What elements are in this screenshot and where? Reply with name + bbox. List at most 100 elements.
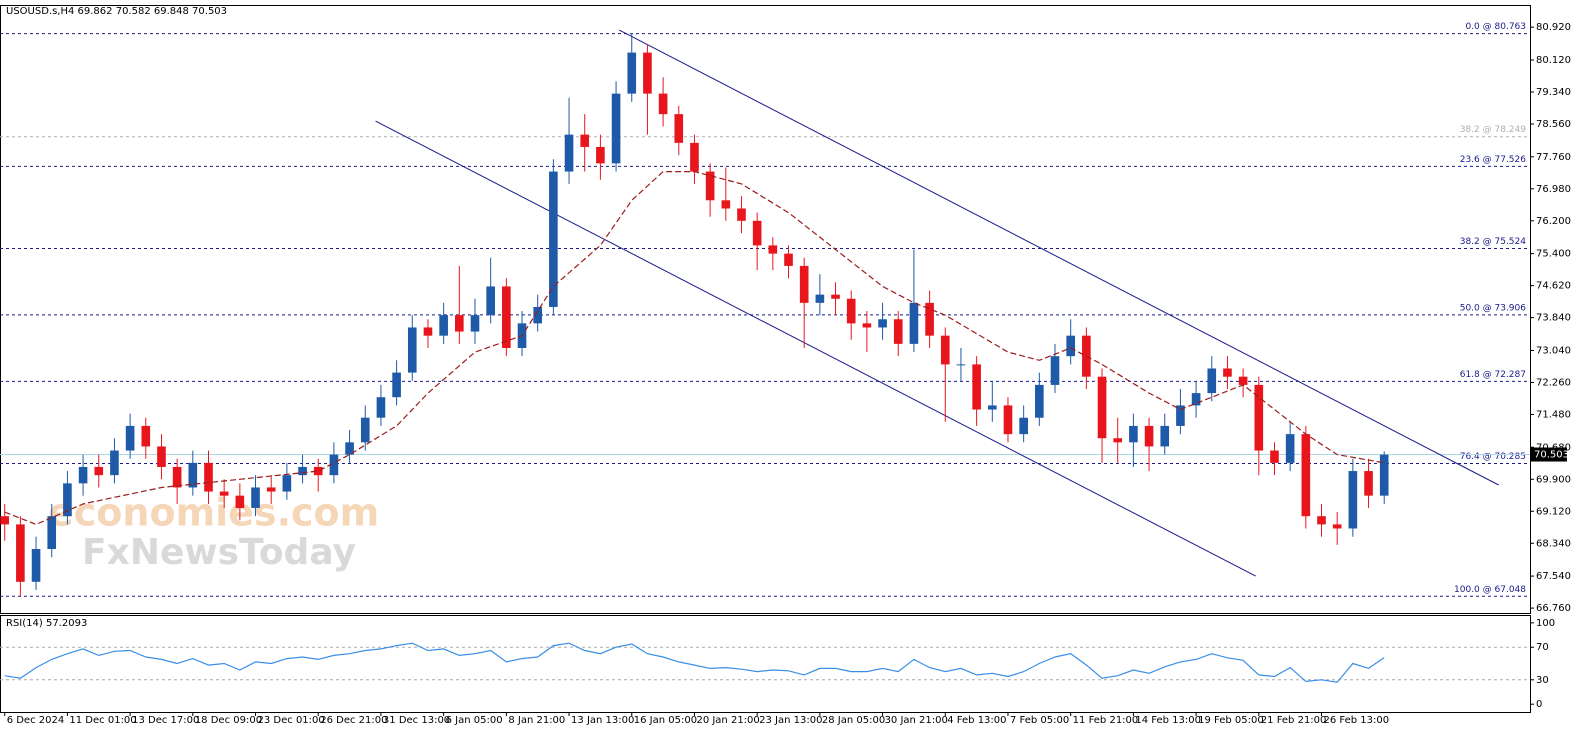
candle-body <box>266 487 276 492</box>
candle-body <box>376 397 386 418</box>
candle-body <box>1348 471 1358 529</box>
candle-body <box>690 142 699 172</box>
chart-title: USOUSD.s,H4 69.862 70.582 69.848 70.503 <box>6 6 227 17</box>
candle-body <box>502 286 511 348</box>
rsi-title: RSI(14) 57.2093 <box>6 618 87 629</box>
fib-label: 61.8 @ 72.287 <box>1460 370 1526 380</box>
x-tick-label: 26 Dec 21:00 <box>320 715 387 726</box>
watermark: FxNewsToday <box>82 532 356 573</box>
x-tick-label: 31 Dec 13:00 <box>383 715 450 726</box>
x-tick-label: 13 Dec 17:00 <box>132 715 199 726</box>
rsi-line <box>4 642 1385 683</box>
y-tick-label: 70 <box>1536 642 1549 653</box>
y-tick-label: 30 <box>1536 675 1549 686</box>
trendline <box>618 29 1499 486</box>
y-tick-label: 79.340 <box>1536 87 1571 98</box>
y-tick-label: 100 <box>1536 618 1555 629</box>
candle-body <box>784 253 793 266</box>
candle-body <box>157 446 166 467</box>
candle-body <box>909 302 919 344</box>
candle-body <box>1144 425 1154 447</box>
candle-body <box>1317 516 1326 525</box>
candle-body <box>31 549 41 582</box>
y-tick-label: 74.620 <box>1536 281 1571 292</box>
candle-body <box>972 364 981 410</box>
x-tick-label: 23 Jan 13:00 <box>759 715 822 726</box>
fib-label: 50.0 @ 73.906 <box>1460 303 1527 313</box>
candle-body <box>674 114 684 143</box>
candle-body <box>1223 368 1232 377</box>
candle-body <box>16 524 25 582</box>
candle-body <box>878 319 887 328</box>
candle-body <box>188 462 198 488</box>
candle-body <box>1364 471 1373 496</box>
candle-body <box>1254 384 1264 451</box>
candle-body <box>815 294 825 303</box>
last-price-box <box>1531 447 1567 462</box>
fib-label: 38.2 @ 75.524 <box>1460 237 1527 247</box>
candle-body <box>110 450 119 476</box>
candle-body <box>831 294 840 299</box>
fib-label: 100.0 @ 67.048 <box>1454 585 1526 595</box>
candle-body <box>1019 417 1028 435</box>
candle-body <box>313 466 323 476</box>
candle-body <box>799 265 809 303</box>
x-tick-label: 11 Dec 01:00 <box>69 715 136 726</box>
y-tick-label: 69.900 <box>1536 474 1571 485</box>
candle-body <box>627 52 637 94</box>
candle-body <box>1270 450 1279 463</box>
candle-body <box>172 466 182 488</box>
candle-body <box>564 134 574 172</box>
candle-body <box>470 315 480 332</box>
candle-body <box>549 171 558 307</box>
x-tick-label: 7 Feb 05:00 <box>1010 715 1069 726</box>
candle-body <box>392 372 401 398</box>
candle-body <box>282 475 292 492</box>
candle-body <box>94 466 104 476</box>
y-tick-label: 73.840 <box>1536 313 1571 324</box>
y-tick-label: 75.400 <box>1536 249 1571 260</box>
candle-body <box>768 245 778 254</box>
candle-body <box>643 52 652 94</box>
y-tick-label: 73.040 <box>1536 345 1571 356</box>
y-tick-label: 78.560 <box>1536 119 1571 130</box>
candle-body <box>1238 376 1248 385</box>
price-panel-border <box>0 5 1531 614</box>
candle-body <box>596 146 605 164</box>
fib-label: 76.4 @ 70.285 <box>1460 452 1526 462</box>
candle-body <box>486 286 495 316</box>
candle-body <box>439 315 448 336</box>
candle-body <box>125 425 135 451</box>
candle-body <box>455 315 464 332</box>
candle-body <box>1066 335 1075 357</box>
watermark: economies.com <box>48 491 379 535</box>
x-tick-label: 16 Jan 05:00 <box>634 715 697 726</box>
candle-body <box>846 298 856 324</box>
candle-body <box>1035 384 1044 418</box>
x-tick-label: 30 Jan 21:00 <box>885 715 948 726</box>
candle-body <box>956 364 966 366</box>
y-tick-label: 69.120 <box>1536 506 1571 517</box>
x-tick-label: 20 Jan 21:00 <box>696 715 759 726</box>
x-tick-label: 8 Jan 21:00 <box>508 715 565 726</box>
x-tick-label: 18 Dec 09:00 <box>195 715 262 726</box>
x-tick-label: 11 Feb 21:00 <box>1073 715 1139 726</box>
y-tick-label: 66.760 <box>1536 603 1571 614</box>
candle-body <box>893 319 903 344</box>
candle-body <box>1113 438 1123 443</box>
rsi-panel-border <box>0 615 1531 713</box>
candle-body <box>580 134 590 147</box>
x-tick-label: 23 Dec 01:00 <box>258 715 325 726</box>
candle-body <box>1207 368 1217 394</box>
x-tick-label: 14 Feb 13:00 <box>1135 715 1201 726</box>
y-tick-label: 77.760 <box>1536 152 1571 163</box>
candle-body <box>925 302 934 336</box>
candle-body <box>78 466 88 484</box>
fib-label: 38.2 @ 78.249 <box>1460 125 1527 135</box>
candle-body <box>63 483 72 517</box>
x-tick-label: 28 Jan 05:00 <box>822 715 885 726</box>
candle-body <box>360 417 370 443</box>
candle-body <box>1050 356 1060 385</box>
